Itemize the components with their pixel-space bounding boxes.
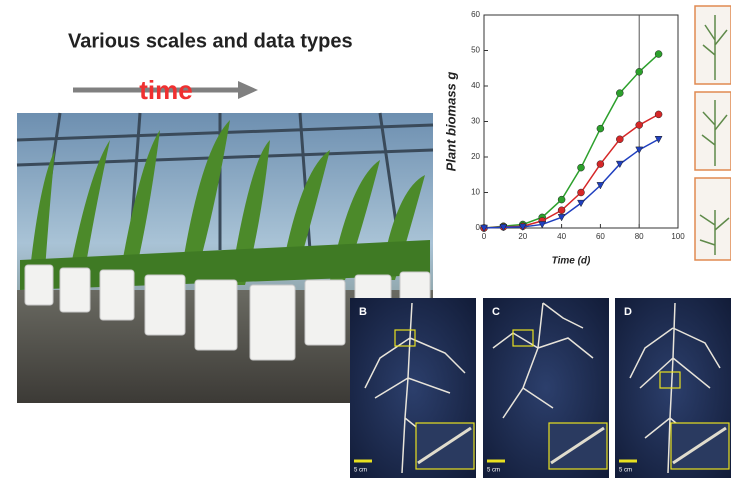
marker xyxy=(557,206,566,214)
x-tick-label: 40 xyxy=(557,232,566,241)
marker xyxy=(616,89,624,97)
y-axis-label: Plant biomass g xyxy=(443,72,458,172)
x-tick-label: 60 xyxy=(596,232,605,241)
panel-label: C xyxy=(492,306,500,318)
y-tick-label: 20 xyxy=(471,152,480,161)
marker xyxy=(654,110,663,119)
marker xyxy=(635,121,643,129)
marker xyxy=(577,188,585,197)
marker xyxy=(577,199,585,208)
marker xyxy=(480,224,488,233)
y-tick-label: 60 xyxy=(471,10,480,19)
marker xyxy=(654,136,663,144)
marker xyxy=(596,182,605,190)
inset-root xyxy=(417,426,472,465)
marker xyxy=(538,221,547,229)
zoom-box xyxy=(659,371,681,389)
zoom-box xyxy=(394,329,416,347)
plant-images xyxy=(694,5,731,261)
greenhouse-photo xyxy=(16,112,434,403)
marker xyxy=(596,124,605,133)
marker xyxy=(654,50,663,58)
inset-root xyxy=(672,426,727,465)
marker xyxy=(615,160,624,169)
marker xyxy=(518,223,527,231)
marker xyxy=(635,68,643,76)
x-tick-label: 0 xyxy=(482,232,487,241)
y-tick-label: 50 xyxy=(471,46,480,55)
arrow-head xyxy=(238,81,258,99)
marker xyxy=(557,214,566,222)
inset-root xyxy=(550,426,605,465)
chart-panel xyxy=(437,5,689,280)
x-tick-label: 20 xyxy=(518,232,527,241)
panel-label: D xyxy=(624,306,632,318)
marker xyxy=(499,224,508,232)
marker xyxy=(616,135,624,143)
marker xyxy=(635,146,644,154)
scale-label: 5 cm xyxy=(619,468,632,474)
x-tick-label: 100 xyxy=(671,232,685,241)
marker xyxy=(596,160,605,168)
plant-drawings xyxy=(699,15,730,255)
y-tick-label: 10 xyxy=(471,188,480,197)
series-line xyxy=(483,53,660,229)
slide-title: Various scales and data types xyxy=(68,30,353,52)
arrow-label: time xyxy=(139,75,192,105)
root-drawing xyxy=(364,302,466,474)
root-panels: B 5 cm C 5 cm D 5 cm xyxy=(350,298,731,478)
series-line xyxy=(483,138,659,229)
marker xyxy=(577,163,585,172)
y-tick-label: 0 xyxy=(476,223,481,232)
zoom-box xyxy=(512,329,534,347)
chart: 0 20 40 60 80 100 0 10 20 30 40 50 60 Time (d) Plant b… xyxy=(443,10,685,267)
x-axis-label: Time (d) xyxy=(552,256,591,267)
y-tick-label: 40 xyxy=(471,81,480,90)
y-tick-label: 30 xyxy=(471,117,480,126)
panel-label: B xyxy=(359,306,367,318)
scale-label: 5 cm xyxy=(354,468,367,474)
scale-label: 5 cm xyxy=(487,468,500,474)
x-tick-label: 80 xyxy=(635,232,644,241)
marker xyxy=(557,195,566,204)
